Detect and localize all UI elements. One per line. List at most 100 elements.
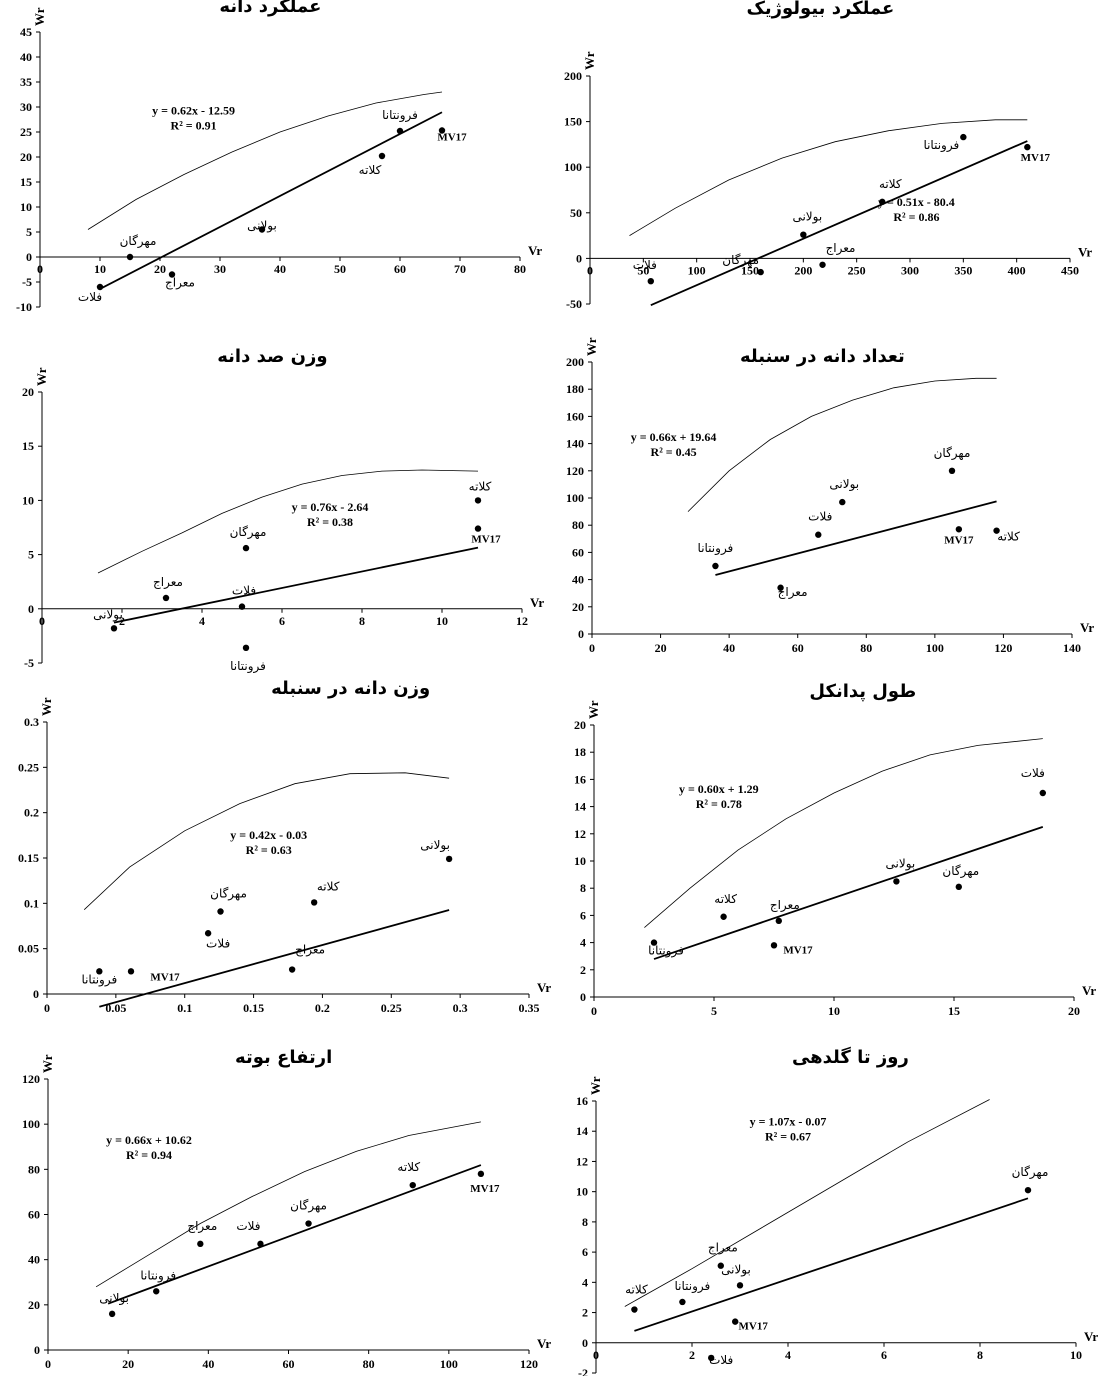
data-point: [839, 498, 846, 506]
data-point: [1024, 143, 1031, 151]
panel-grain-weight-per-spike: وزن دانه در سنبله 0 0.05 0.1 0.15 0.2 0.25 0.3 0…: [0, 0, 553, 1030]
chart-title: عملکرد دانه: [219, 0, 321, 17]
point-label: فرونتانا: [140, 1268, 176, 1283]
data-point: [305, 1220, 312, 1227]
y-tick-label: 40: [572, 573, 584, 587]
data-point: [96, 968, 103, 975]
r-squared: R² = 0.94: [126, 1148, 172, 1162]
x-tick-label: 4: [785, 1348, 791, 1362]
x-tick-label: 10: [436, 614, 448, 628]
y-tick-label: 10: [576, 1185, 588, 1199]
regression-equation: y = 0.76x - 2.64: [292, 500, 369, 514]
y-tick-label: 0: [578, 627, 584, 641]
y-tick-label: 18: [574, 745, 586, 759]
x-tick-label: 0: [593, 1348, 599, 1362]
point-label: فلات: [78, 290, 102, 304]
data-point: [445, 855, 453, 863]
x-tick-label: 60: [792, 641, 804, 655]
point-label: فلات: [232, 584, 256, 598]
data-point: [110, 625, 118, 632]
regression-equation: y = 0.66x + 10.62: [106, 1133, 192, 1147]
data-point: [162, 594, 170, 602]
point-label: فرونتانا: [675, 1279, 711, 1294]
x-tick-label: 20: [1068, 1004, 1080, 1018]
x-tick-label: 400: [1008, 263, 1026, 277]
y-tick-label: 16: [576, 1094, 588, 1108]
x-tick-label: 250: [848, 263, 866, 277]
y-tick-label: 150: [564, 115, 582, 129]
data-point: [217, 908, 224, 915]
y-tick-label: 80: [28, 1162, 40, 1176]
y-tick-label: 20: [22, 385, 34, 399]
y-tick-label: 25: [20, 125, 32, 139]
y-axis-label: Wr: [32, 7, 47, 26]
data-point: [993, 527, 1000, 534]
point-label: فرونتانا: [230, 659, 266, 674]
regression-line: [634, 1197, 1029, 1332]
point-label: MV17: [1021, 152, 1051, 164]
y-tick-label: 14: [576, 1124, 588, 1138]
x-tick-label: 150: [741, 263, 759, 277]
y-tick-label: 5: [26, 225, 32, 239]
data-point: [770, 942, 778, 949]
x-tick-label: 10: [828, 1004, 840, 1018]
point-label: بولانی: [247, 219, 277, 234]
point-label: کلاته: [469, 479, 492, 493]
x-tick-label: 8: [359, 614, 365, 628]
x-tick-label: 5: [711, 1004, 717, 1018]
x-tick-label: 40: [202, 1357, 214, 1371]
panel-hundred-grain-weight: وزن صد دانه-505101520024681012VrWry = 0.…: [0, 0, 553, 680]
x-tick-label: 50: [334, 262, 346, 276]
regression-line: [113, 546, 479, 624]
point-label: فلات: [808, 510, 832, 524]
data-point: [96, 283, 104, 291]
chart-svg: عملکرد دانه -10 -5 0 5 10 15 20 25 30 35 40 45 0 10 20 3…: [16, 0, 542, 314]
y-tick-label: 40: [20, 50, 32, 64]
y-axis-label: Wr: [34, 367, 49, 386]
data-point: [257, 1240, 264, 1248]
y-tick-label: 0.2: [24, 806, 39, 820]
limiting-parabola: [644, 738, 1043, 928]
y-tick-label: 160: [566, 409, 584, 423]
regression-line: [715, 500, 997, 576]
y-tick-label: 45: [20, 25, 32, 39]
y-tick-label: 12: [574, 827, 586, 841]
x-tick-label: 100: [926, 641, 944, 655]
y-tick-label: 100: [566, 491, 584, 505]
y-tick-label: 0: [33, 987, 39, 1001]
y-tick-label: 8: [580, 881, 586, 895]
y-tick-label: 0.25: [18, 760, 39, 774]
data-point: [712, 562, 719, 570]
point-label: فلات: [1021, 766, 1045, 780]
regression-equation: y = 1.07x - 0.07: [750, 1114, 827, 1128]
point-label: معراج: [165, 276, 195, 291]
data-point: [955, 526, 963, 533]
y-tick-label: 0: [34, 1343, 40, 1357]
x-tick-label: 0: [39, 614, 45, 628]
data-point: [736, 1282, 744, 1289]
x-tick-label: 2: [689, 1348, 695, 1362]
data-point: [153, 1288, 160, 1295]
x-tick-label: 15: [948, 1004, 960, 1018]
x-tick-label: 0: [591, 1004, 597, 1018]
x-tick-label: 60: [283, 1357, 295, 1371]
y-tick-label: 6: [582, 1245, 588, 1259]
limiting-parabola: [629, 119, 1028, 236]
y-axis-label: Wr: [588, 1076, 603, 1095]
y-tick-label: 16: [574, 772, 586, 786]
data-point: [474, 497, 482, 504]
limiting-parabola: [624, 1099, 990, 1307]
y-tick-label: -10: [16, 300, 32, 314]
x-tick-label: 0.3: [453, 1001, 468, 1015]
x-tick-label: 0: [589, 641, 595, 655]
point-label: کلاته: [317, 879, 340, 893]
x-tick-label: 50: [637, 263, 649, 277]
point-label: معراج: [778, 585, 808, 600]
chart-svg: ارتفاع بوته 0 20 40 60 80 100 120 0 20 40 60 80 100 12…: [22, 1047, 551, 1371]
x-tick-label: 4: [199, 614, 205, 628]
point-label: فلات: [206, 936, 230, 950]
x-tick-label: 350: [954, 263, 972, 277]
x-axis-label: Vr: [528, 243, 542, 258]
y-tick-label: 15: [22, 439, 34, 453]
y-tick-label: 200: [564, 69, 582, 83]
